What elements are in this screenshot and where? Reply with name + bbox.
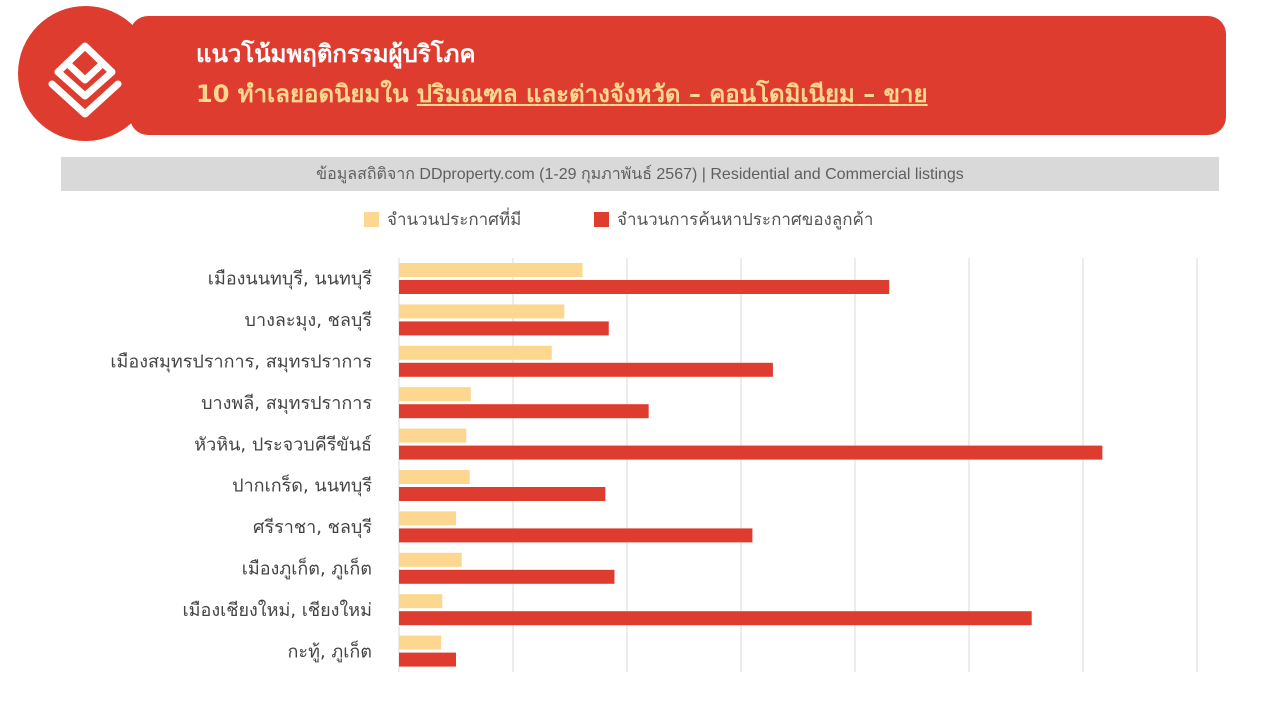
ddproperty-house-logo-icon [48, 42, 122, 118]
bar-listings [399, 594, 443, 609]
legend-swatch-searches [594, 211, 609, 227]
category-label: เมืองนนทบุรี, นนทบุรี [208, 269, 373, 290]
subtitle-region: ปริมณฑล และต่างจังหวัด – คอนโดมิเนียม – … [416, 80, 928, 108]
legend-item-searches: จำนวนการค้นหาประกาศของลูกค้า [594, 208, 873, 230]
bar-listings [399, 470, 470, 484]
category-label: ศรีราชา, ชลบุรี [253, 517, 372, 538]
legend-label-listings: จำนวนประกาศที่มี [387, 209, 522, 230]
legend-item-listings: จำนวนประกาศที่มี [364, 208, 521, 230]
source-note: ข้อมูลสถิติจาก DDproperty.com (1-29 กุมภ… [61, 157, 1219, 191]
legend-swatch-listings [364, 211, 379, 227]
bar-searches [399, 362, 773, 377]
bar-listings [399, 263, 583, 277]
bar-listings [399, 345, 552, 360]
bar-listings [399, 428, 467, 443]
category-label: เมืองเชียงใหม่, เชียงใหม่ [182, 599, 372, 621]
category-label: หัวหิน, ประจวบคีรีขันธ์ [194, 434, 372, 455]
category-label: เมืองภูเก็ต, ภูเก็ต [242, 557, 372, 580]
bar-listings [399, 635, 442, 650]
bar-listings [399, 552, 462, 567]
bar-searches [399, 652, 456, 667]
page-title: แนวโน้มพฤติกรรมผู้บริโภค [196, 40, 476, 68]
category-label: ปากเกร็ด, นนทบุรี [232, 474, 372, 497]
category-label: กะทู้, ภูเก็ต [288, 639, 372, 662]
bar-searches [399, 445, 1103, 460]
bar-listings [399, 387, 471, 402]
bar-searches [399, 280, 890, 294]
bar-searches [399, 569, 615, 584]
bar-listings [399, 304, 565, 319]
bar-searches [399, 321, 609, 336]
legend-label-searches: จำนวนการค้นหาประกาศของลูกค้า [617, 209, 874, 230]
category-label: บางพลี, สมุทรปราการ [201, 393, 372, 414]
bar-searches [399, 528, 753, 543]
subtitle-prefix: 10 ทำเลยอดนิยมใน [196, 80, 417, 108]
bar-searches [399, 487, 606, 501]
category-label: เมืองสมุทรปราการ, สมุทรปราการ [110, 352, 372, 373]
bar-listings [399, 511, 456, 526]
bar-searches [399, 404, 649, 419]
category-label: บางละมุง, ชลบุรี [245, 310, 373, 331]
bar-searches [399, 611, 1032, 626]
page-subtitle: 10 ทำเลยอดนิยมใน ปริมณฑล และต่างจังหวัด … [196, 74, 928, 113]
header-banner [130, 16, 1226, 135]
